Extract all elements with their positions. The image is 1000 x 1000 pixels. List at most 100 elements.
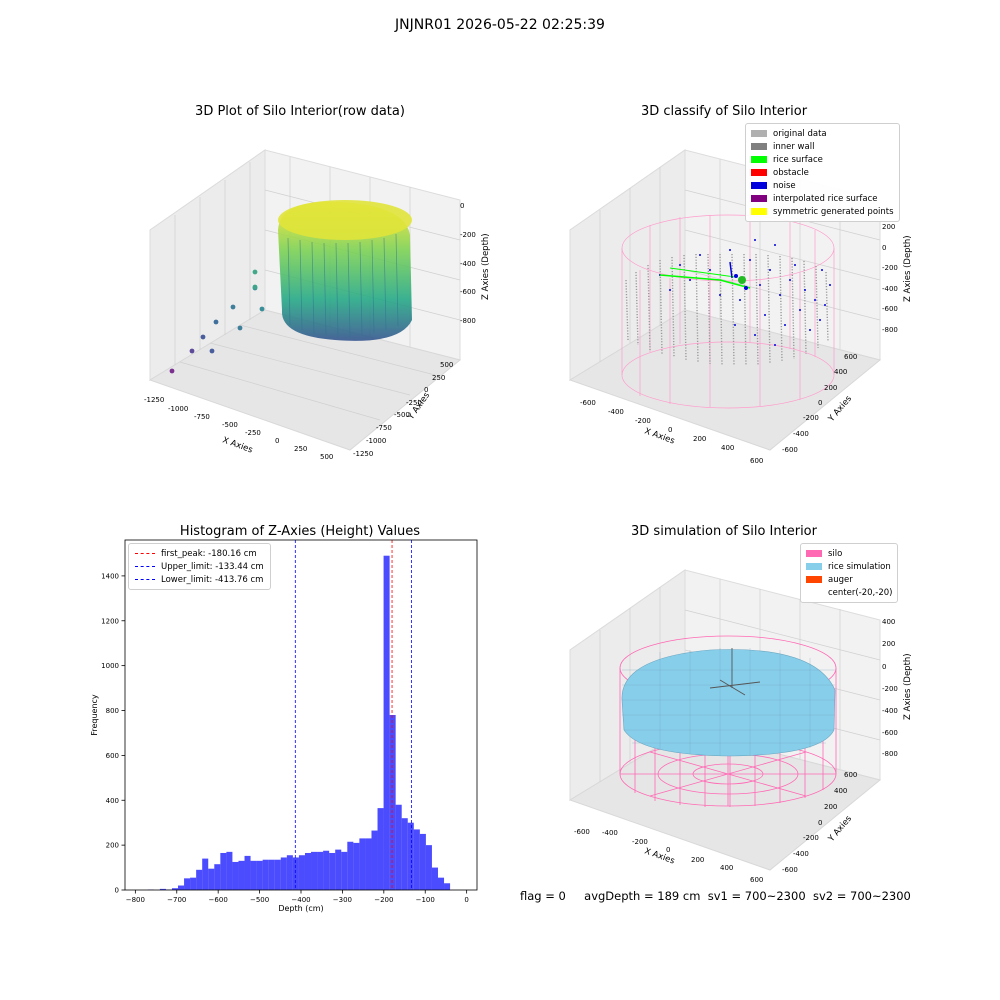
- histogram-bar: [268, 859, 275, 890]
- legend-label: rice surface: [773, 154, 823, 165]
- raw-xticklabel: -1250: [144, 396, 164, 404]
- simulation-yticklabel: 0: [818, 819, 822, 827]
- histogram-title: Histogram of Z-Axies (Height) Values: [179, 524, 421, 539]
- raw-3d-plot: 0 -200 -400 -600 -800 -1250 -1000 -750 -…: [144, 149, 491, 461]
- classify-xticklabel: -200: [635, 417, 651, 425]
- histogram-bar: [341, 851, 348, 890]
- legend-swatch: [806, 563, 822, 570]
- simulation-xticklabel: 0: [666, 846, 670, 854]
- histogram-bar: [371, 830, 378, 890]
- histogram-bar: [196, 869, 203, 890]
- legend-label: original data: [773, 128, 827, 139]
- raw-yticklabel: -500: [394, 411, 410, 419]
- histogram-bar: [407, 822, 414, 890]
- histogram-bar: [244, 855, 251, 890]
- raw-xticklabel: -500: [222, 421, 238, 429]
- raw-zticklabel: 0: [460, 202, 464, 210]
- raw-yticklabel: -750: [376, 424, 392, 432]
- classify-grid: [599, 159, 881, 362]
- histogram-bar: [365, 838, 372, 890]
- status-footer: flag = 0 avgDepth = 189 cm sv1 = 700~230…: [520, 889, 911, 903]
- legend-swatch: [751, 208, 767, 215]
- classify-yticklabel: 400: [834, 368, 847, 376]
- legend-item: inner wall: [751, 140, 894, 153]
- simulation-yticklabel: -600: [782, 866, 798, 874]
- legend-swatch: [751, 182, 767, 189]
- histogram-bar: [171, 888, 179, 890]
- classify-yticklabel: -400: [793, 430, 809, 438]
- simulation-zticklabel: 200: [882, 640, 895, 648]
- classify-legend: original data inner wall rice surface ob…: [745, 123, 900, 222]
- histogram-bar: [383, 555, 390, 890]
- raw-xticklabel: 250: [294, 445, 307, 453]
- raw-xticklabel: -750: [194, 413, 210, 421]
- histogram-bar: [444, 883, 451, 890]
- raw-zticklabel: -400: [460, 260, 476, 268]
- histogram-bar: [159, 888, 166, 890]
- legend-item: auger: [806, 573, 892, 586]
- simulation-zticklabel: -200: [882, 685, 898, 693]
- histogram-bar: [286, 855, 293, 890]
- raw-floor-pane: [148, 309, 462, 451]
- classify-xticklabel: 0: [668, 426, 672, 434]
- classify-zticklabel: 0: [882, 244, 886, 252]
- raw-outlier-points: [169, 269, 265, 374]
- simulation-zticklabel: -600: [882, 729, 898, 737]
- histogram-legend: first_peak: -180.16 cm Upper_limit: -133…: [128, 543, 271, 590]
- raw-zlabel: Z Axies (Depth): [481, 233, 491, 300]
- figure-title: JNJNR01 2026-05-22 02:25:39: [395, 17, 605, 33]
- simulation-xlabel: X Axies: [643, 846, 676, 866]
- simulation-zlabel: Z Axies (Depth): [903, 653, 913, 720]
- legend-line: [135, 579, 155, 580]
- legend-label: silo: [828, 548, 843, 559]
- histogram-chart: −800 −700 −600 −500 −400 −300 −200 −100 0 0 200 40…: [90, 539, 478, 913]
- legend-label: interpolated rice surface: [773, 193, 878, 204]
- simulation-xticklabel: -200: [632, 838, 648, 846]
- simulation-plot-title: 3D simulation of Silo Interior: [631, 524, 817, 539]
- raw-xticklabel: 500: [320, 453, 333, 461]
- histogram-y-tick-label: 200: [106, 842, 119, 850]
- simulation-xticklabel: 600: [750, 876, 763, 884]
- sv2-text: sv2 = 700~2300: [812, 889, 911, 903]
- classify-xticklabel: -600: [580, 399, 596, 407]
- raw-yticklabel: -1250: [353, 450, 373, 458]
- legend-label: rice simulation: [828, 561, 891, 572]
- raw-yticklabel: 250: [432, 374, 445, 382]
- histogram-xlabel: Depth (cm): [278, 904, 323, 913]
- histogram-bar: [238, 860, 245, 890]
- raw-zticklabel: -800: [460, 317, 476, 325]
- legend-swatch: [806, 550, 822, 557]
- histogram-bar: [292, 857, 299, 890]
- simulation-yticklabel: -200: [803, 834, 819, 842]
- legend-item: interpolated rice surface: [751, 192, 894, 205]
- histogram-y-ticks: 0 200 400 600 800 1000 1200 1400: [101, 572, 125, 895]
- legend-item: Upper_limit: -133.44 cm: [135, 560, 264, 573]
- histogram-bar: [226, 851, 233, 890]
- legend-item: obstacle: [751, 166, 894, 179]
- histogram-x-tick-label: −600: [209, 896, 228, 904]
- legend-item: rice simulation: [806, 560, 892, 573]
- histogram-y-tick-label: 800: [106, 707, 119, 715]
- classify-zticklabel: -400: [882, 285, 898, 293]
- legend-item: center(-20,-20): [806, 586, 892, 599]
- simulation-rice-surface: [621, 648, 836, 757]
- legend-swatch: [806, 589, 822, 596]
- simulation-yticklabel: 600: [844, 771, 857, 779]
- histogram-bar: [395, 804, 402, 890]
- raw-yticklabel: 0: [424, 386, 428, 394]
- classify-yticklabel: -600: [782, 446, 798, 454]
- simulation-zticklabel: -800: [882, 750, 898, 758]
- legend-label: auger: [828, 574, 853, 585]
- histogram-x-tick-label: −400: [291, 896, 310, 904]
- histogram-bar: [323, 850, 330, 890]
- simulation-legend: silo rice simulation auger center(-20,-2…: [800, 543, 899, 603]
- histogram-bar: [389, 715, 396, 890]
- legend-line: [135, 553, 155, 554]
- classify-zticklabel: 200: [882, 223, 895, 231]
- legend-line: [135, 566, 155, 567]
- simulation-xticklabel: 400: [720, 864, 733, 872]
- histogram-bar: [208, 868, 215, 890]
- raw-cylinder-points: [278, 200, 412, 341]
- histogram-y-tick-label: 1400: [101, 572, 119, 580]
- histogram-bar: [220, 852, 227, 890]
